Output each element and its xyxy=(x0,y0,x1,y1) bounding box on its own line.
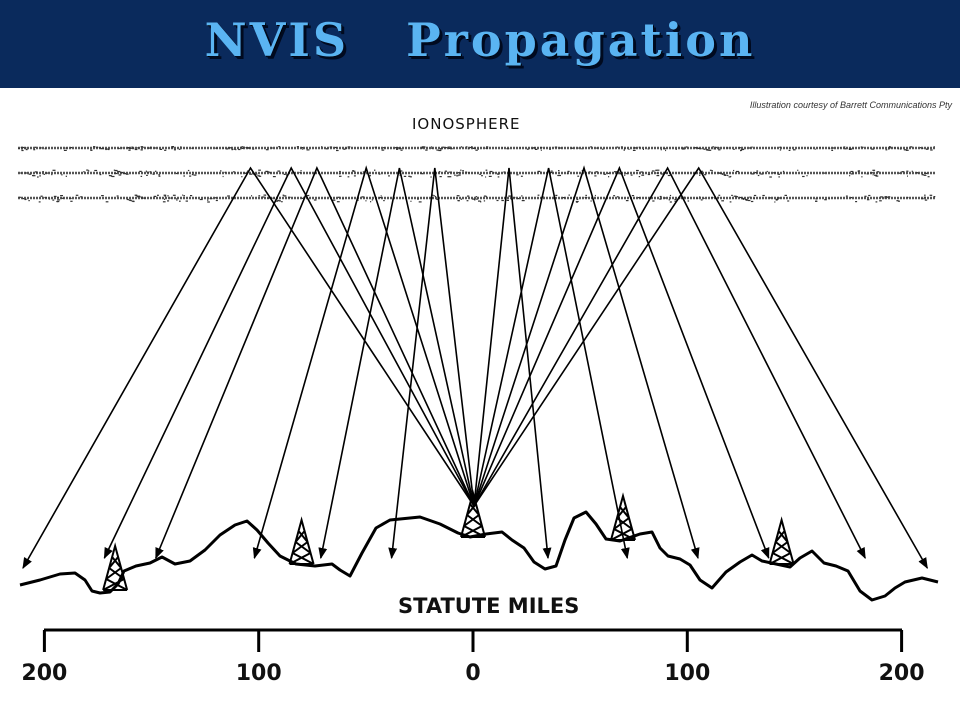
distance-scale: 200 100 0 100 200 xyxy=(21,628,925,686)
title-bar: NVIS Propagation xyxy=(0,0,960,88)
ionosphere-layers xyxy=(18,146,936,203)
axis-title: STATUTE MILES xyxy=(398,594,579,618)
ionosphere-band xyxy=(18,146,935,152)
radio-tower-icon xyxy=(102,542,129,591)
ionosphere-band xyxy=(18,169,935,178)
radio-tower-icon xyxy=(610,492,636,541)
radio-tower-icon xyxy=(768,516,795,565)
propagation-ray xyxy=(252,165,475,560)
ionosphere-label: IONOSPHERE xyxy=(412,115,520,133)
propagation-ray xyxy=(103,166,475,560)
propagation-ray xyxy=(473,166,866,559)
propagation-rays xyxy=(22,165,928,569)
radio-towers xyxy=(102,489,795,591)
propagation-ray xyxy=(388,167,475,560)
propagation-ray xyxy=(473,165,770,560)
scale-label: 100 xyxy=(664,661,710,686)
propagation-ray xyxy=(22,166,475,569)
propagation-ray xyxy=(155,166,475,560)
scale-label: 100 xyxy=(236,661,282,686)
radio-tower-icon xyxy=(288,516,315,565)
ionosphere-band xyxy=(18,194,936,203)
nvis-diagram: IONOSPHERE STATUTE MILES 200 100 0 100 200 xyxy=(18,115,939,686)
scale-label: 0 xyxy=(465,661,480,686)
terrain-profile xyxy=(19,510,939,602)
propagation-ray xyxy=(473,167,630,560)
propagation-ray xyxy=(473,167,552,560)
scale-label: 200 xyxy=(21,661,67,686)
radio-tower-icon xyxy=(460,489,486,538)
illustration-credit: Illustration courtesy of Barrett Communi… xyxy=(749,100,952,110)
propagation-ray xyxy=(473,165,700,560)
scale-label: 200 xyxy=(879,661,925,686)
propagation-ray xyxy=(318,167,475,560)
page-title: NVIS Propagation xyxy=(204,13,756,67)
propagation-ray xyxy=(473,166,928,569)
